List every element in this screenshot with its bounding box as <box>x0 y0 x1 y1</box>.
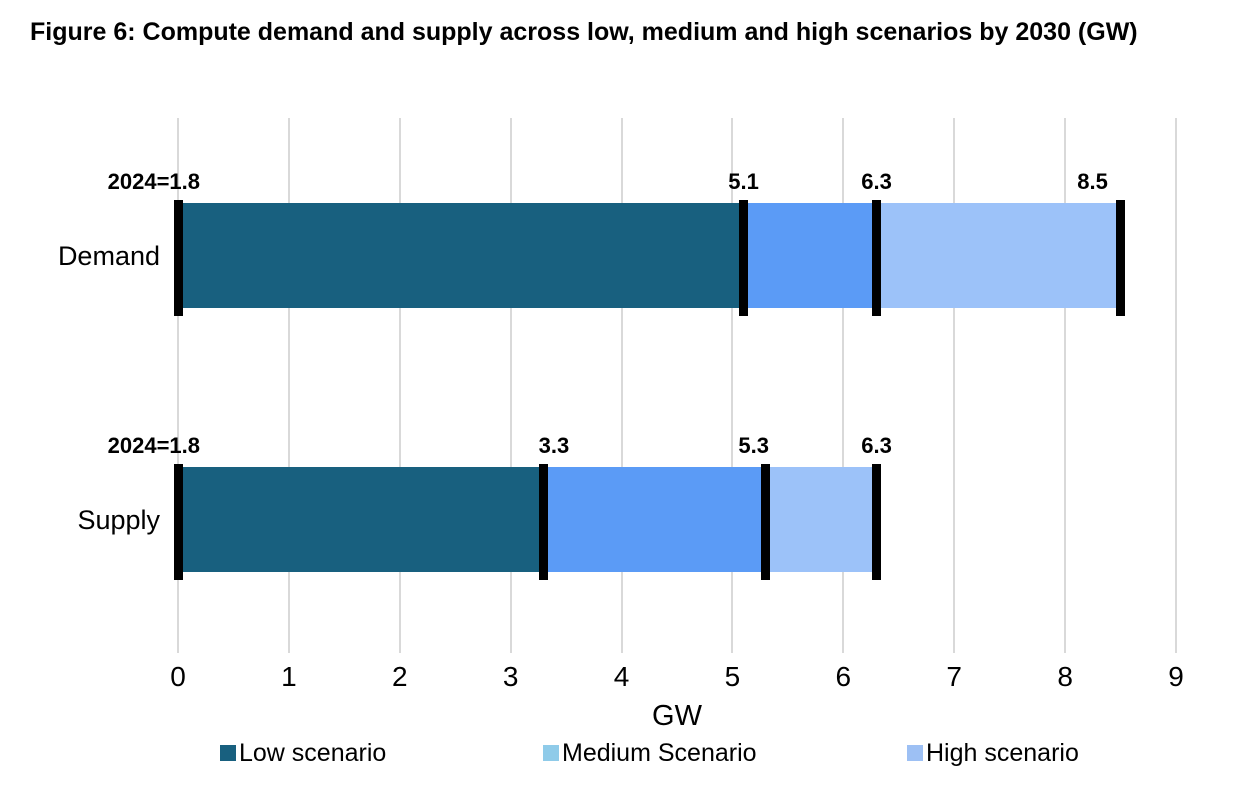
x-tick-label: 7 <box>946 661 963 692</box>
baseline-annotation: 2024=1.8 <box>107 433 200 458</box>
x-tick-label: 4 <box>613 661 630 692</box>
legend-label: High scenario <box>926 739 1079 767</box>
bar-segment-medium <box>543 467 766 572</box>
x-tick-label: 8 <box>1057 661 1073 692</box>
bar-segment-high <box>765 467 877 572</box>
x-tick-label: 2 <box>391 661 408 692</box>
value-label: 6.3 <box>861 433 892 458</box>
x-tick-label: 1 <box>281 661 297 692</box>
category-label: Supply <box>77 504 160 535</box>
figure-title: Figure 6: Compute demand and supply acro… <box>30 18 1138 46</box>
gridline <box>509 118 512 653</box>
boundary-marker <box>761 464 771 580</box>
x-tick-label: 5 <box>724 661 741 692</box>
gridline <box>1064 118 1067 653</box>
gridline <box>953 118 956 653</box>
gridline <box>842 118 845 653</box>
legend-swatch-low <box>220 745 236 761</box>
value-label: 5.3 <box>738 433 769 458</box>
value-label: 8.5 <box>1077 169 1108 194</box>
legend-label: Medium Scenario <box>562 739 757 767</box>
legend-item-medium: Medium Scenario <box>543 738 757 768</box>
boundary-marker <box>173 200 183 316</box>
legend-item-low: Low scenario <box>220 738 386 768</box>
gridline <box>398 118 401 653</box>
boundary-marker <box>539 464 549 580</box>
gridline <box>731 118 734 653</box>
boundary-marker <box>872 200 882 316</box>
boundary-marker <box>173 464 183 580</box>
gridline <box>620 118 623 653</box>
value-label: 6.3 <box>861 169 892 194</box>
gridline <box>1175 118 1177 653</box>
x-tick-label: 6 <box>835 661 852 692</box>
gridline <box>287 118 290 653</box>
x-axis-title: GW <box>652 700 702 732</box>
value-label: 5.1 <box>728 169 759 194</box>
x-tick-label: 9 <box>1168 661 1184 692</box>
bar-segment-medium <box>743 203 877 308</box>
legend-swatch-medium <box>543 745 559 761</box>
boundary-marker <box>1116 200 1126 316</box>
boundary-marker <box>739 200 749 316</box>
legend-item-high: High scenario <box>907 738 1079 768</box>
bar-segment-high <box>876 203 1121 308</box>
category-label: Demand <box>57 240 160 271</box>
value-label: 3.3 <box>538 433 570 458</box>
bar-segment-low <box>178 203 744 308</box>
x-tick-label: 0 <box>170 661 186 692</box>
bar-segment-low <box>178 467 544 572</box>
legend-label: Low scenario <box>239 739 387 767</box>
baseline-annotation: 2024=1.8 <box>107 169 200 194</box>
x-tick-label: 3 <box>502 661 519 692</box>
gridline <box>177 118 179 653</box>
boundary-marker <box>872 464 882 580</box>
legend-swatch-high <box>907 745 923 761</box>
